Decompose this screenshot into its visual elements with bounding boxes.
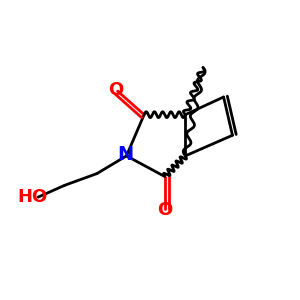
Text: N: N [117,145,133,164]
Text: O: O [157,201,172,219]
Text: O: O [109,81,124,99]
Text: HO: HO [17,188,47,206]
